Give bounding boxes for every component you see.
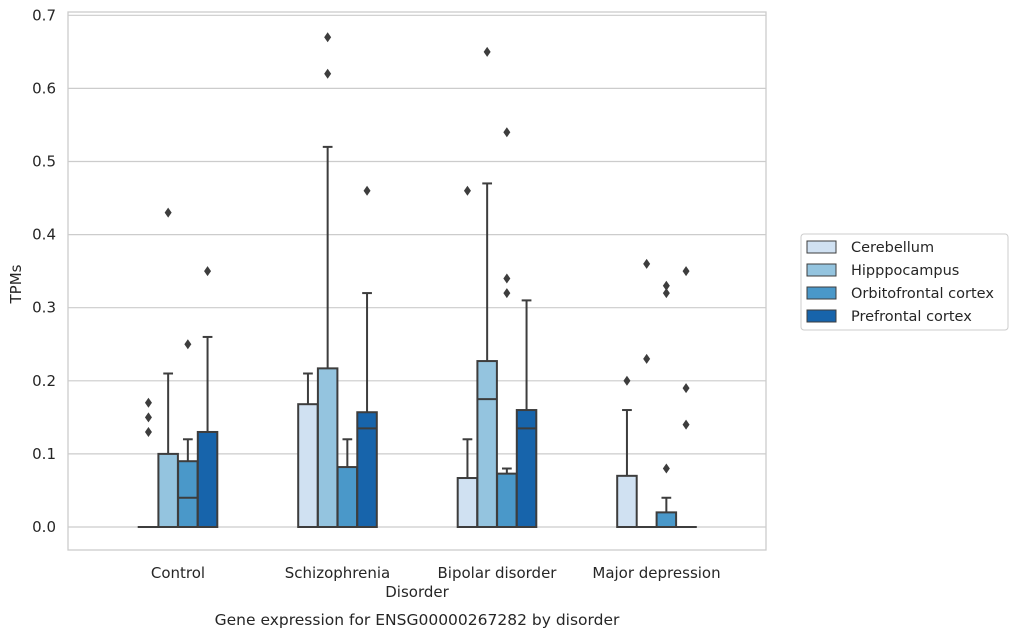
x-tick-label: Control [151,564,205,582]
legend-label: Cerebellum [851,240,934,256]
legend-swatch [807,241,836,253]
box-iqr [657,512,677,527]
legend-label: Hipppocampus [851,263,959,279]
y-tick-label: 0.6 [32,79,56,97]
x-tick-label: Schizophrenia [285,564,390,582]
x-tick-label: Major depression [592,564,720,582]
y-tick-label: 0.0 [32,518,56,536]
box-iqr [198,432,218,527]
y-axis-label: TPMs [7,264,25,304]
x-axis-label: Disorder [385,583,449,601]
chart-caption: Gene expression for ENSG00000267282 by d… [215,611,620,629]
x-tick-labels: Control Schizophrenia Bipolar disorder Majo… [151,564,721,582]
legend-swatch [807,287,836,299]
box-iqr [497,474,516,527]
y-tick-label: 0.1 [32,445,56,463]
legend-swatch [807,264,836,276]
legend: Cerebellum Hipppocampus Orbitofrontal cort… [801,234,1008,330]
x-tick-label: Bipolar disorder [438,564,558,582]
box-iqr [338,467,358,527]
y-tick-label: 0.4 [32,226,56,244]
box-iqr [298,404,318,527]
box-iqr [318,368,338,527]
box-iqr [477,361,497,527]
box-iqr [458,478,478,527]
legend-swatch [807,310,836,322]
box-iqr [617,476,637,527]
box-iqr [357,412,377,527]
y-tick-label: 0.5 [32,153,56,171]
box-iqr [158,454,178,527]
y-tick-label: 0.7 [32,6,56,24]
y-tick-label: 0.3 [32,299,56,317]
box-iqr [178,461,198,527]
legend-label: Orbitofrontal cortex [851,286,994,302]
y-tick-labels: 0.0 0.1 0.2 0.3 0.4 0.5 0.6 0.7 [32,6,56,536]
legend-label: Prefrontal cortex [851,309,972,325]
y-tick-label: 0.2 [32,372,56,390]
